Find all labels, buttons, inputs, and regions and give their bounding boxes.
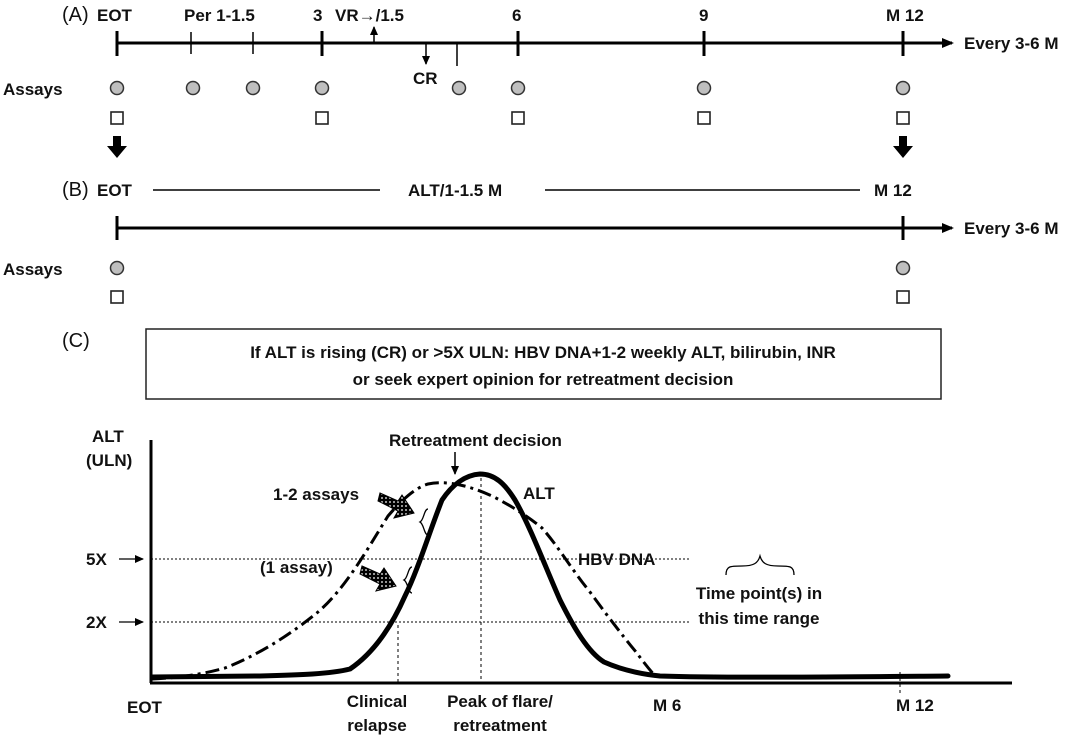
time-range-label-1: Time point(s) in — [696, 584, 822, 603]
hbv-dna-curve-label: HBV DNA — [578, 550, 655, 569]
bracket-icon — [418, 508, 429, 536]
assay-circle-icon — [895, 260, 911, 276]
x-label-peak: Peak of flare/ — [447, 692, 553, 711]
panel-a-month6-label: 6 — [512, 6, 521, 25]
panel-a: (A) EOT Per 1-1.5 3 VR→/1.5 6 9 M 12 Eve… — [3, 4, 1059, 158]
assay-square-icon — [697, 111, 711, 125]
y-axis-label-uln: (ULN) — [86, 451, 132, 470]
assay-circle-icon — [109, 260, 125, 276]
assay-circle-icon — [185, 80, 201, 96]
panel-a-vr-label: VR→/1.5 — [335, 6, 404, 25]
panel-a-label: (A) — [62, 4, 89, 26]
panel-a-every-label: Every 3-6 M — [964, 34, 1059, 53]
panel-b-every-label: Every 3-6 M — [964, 219, 1059, 238]
panel-a-month9-label: 9 — [699, 6, 708, 25]
assay-circle-icon — [109, 80, 125, 96]
assay-square-icon — [896, 290, 910, 304]
recommendation-line-1: If ALT is rising (CR) or >5X ULN: HBV DN… — [250, 343, 836, 362]
assay-square-icon — [110, 111, 124, 125]
y-tick-2x: 2X — [86, 613, 107, 632]
panel-a-month3-label: 3 — [313, 6, 322, 25]
y-axis-label-alt: ALT — [92, 427, 124, 446]
panel-a-assays-label: Assays — [3, 80, 63, 99]
assay-square-icon — [896, 111, 910, 125]
recommendation-line-2: or seek expert opinion for retreatment d… — [353, 370, 734, 389]
two-assays-label: 1-2 assays — [273, 485, 359, 504]
x-label-relapse: relapse — [347, 716, 407, 735]
alt-curve — [149, 471, 951, 680]
alt-curve-label: ALT — [523, 484, 555, 503]
assay-square-icon — [315, 111, 329, 125]
x-label-clinical: Clinical — [347, 692, 407, 711]
panel-b-month12-label: M 12 — [874, 181, 912, 200]
assay-circle-icon — [696, 80, 712, 96]
retreatment-decision-label: Retreatment decision — [389, 431, 562, 450]
panel-b: (B) EOT ALT/1-1.5 M M 12 Every 3-6 M Ass… — [3, 179, 1059, 304]
panel-c-label: (C) — [62, 330, 90, 352]
bracket-icon — [402, 566, 413, 594]
x-label-eot: EOT — [127, 698, 163, 717]
panel-b-eot-label: EOT — [97, 181, 133, 200]
panel-b-label: (B) — [62, 179, 89, 201]
assay-circle-icon — [314, 80, 330, 96]
time-range-label-2: this time range — [699, 609, 820, 628]
assay-circle-icon — [451, 80, 467, 96]
panel-b-assays-label: Assays — [3, 260, 63, 279]
panel-a-per-label: Per 1-1.5 — [184, 6, 255, 25]
time-range-brace-icon — [725, 553, 795, 576]
panel-a-cr-label: CR — [413, 69, 438, 88]
panel-a-eot-label: EOT — [97, 6, 133, 25]
block-arrow-icon — [359, 565, 397, 592]
down-arrow-icon — [107, 136, 127, 158]
panel-b-interval-label: ALT/1-1.5 M — [408, 181, 502, 200]
assay-square-icon — [511, 111, 525, 125]
x-label-retreatment: retreatment — [453, 716, 547, 735]
y-tick-5x: 5X — [86, 550, 107, 569]
assay-circle-icon — [895, 80, 911, 96]
panel-a-month12-label: M 12 — [886, 6, 924, 25]
block-arrow-icon — [377, 492, 415, 519]
x-label-month12: M 12 — [896, 696, 934, 715]
recommendation-box — [145, 328, 942, 400]
one-assay-label: (1 assay) — [260, 558, 333, 577]
down-arrow-icon — [893, 136, 913, 158]
hbv-dna-curve — [151, 481, 658, 681]
panel-c: (C) If ALT is rising (CR) or >5X ULN: HB… — [62, 328, 1012, 735]
assay-square-icon — [110, 290, 124, 304]
x-label-month6: M 6 — [653, 696, 681, 715]
assay-circle-icon — [245, 80, 261, 96]
assay-circle-icon — [510, 80, 526, 96]
